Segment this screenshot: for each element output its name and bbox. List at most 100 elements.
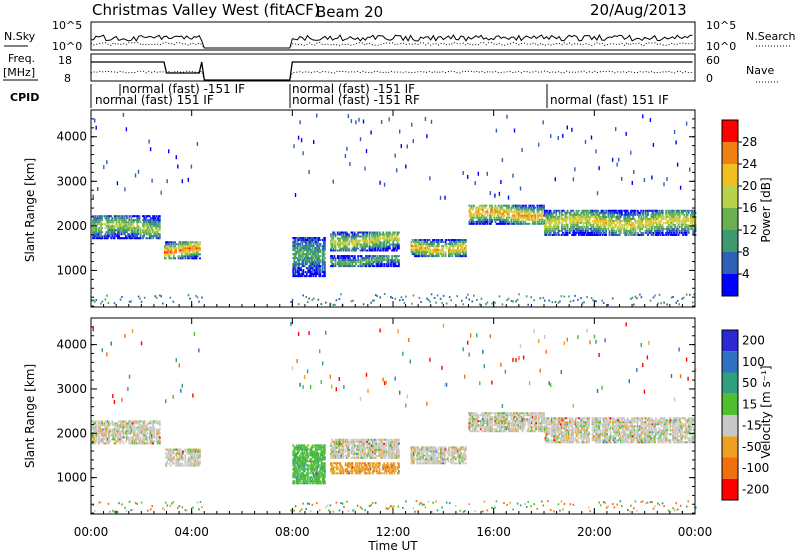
echo-cell — [581, 211, 584, 214]
noise-cell — [402, 298, 404, 301]
echo-cell — [424, 253, 426, 256]
echo-cell — [342, 265, 345, 268]
echo-cell — [423, 251, 425, 254]
echo-cell — [651, 209, 654, 212]
echo-cell — [672, 213, 674, 216]
echo-cell — [129, 430, 132, 433]
date-label: 20/Aug/2013 — [590, 1, 687, 19]
echo-cell — [324, 243, 326, 245]
echo-cell — [112, 434, 115, 437]
echo-cell — [378, 261, 381, 264]
echo-cell — [100, 231, 102, 234]
echo-cell — [496, 206, 499, 209]
echo-cell — [668, 215, 671, 218]
noise-cell — [149, 147, 152, 152]
echo-cell — [155, 225, 158, 228]
echo-cell — [296, 464, 299, 467]
echo-cell — [369, 261, 372, 264]
echo-cell — [591, 209, 594, 212]
echo-cell — [549, 219, 552, 222]
echo-cell — [309, 249, 312, 252]
echo-cell — [598, 219, 601, 222]
echo-cell — [364, 241, 366, 244]
echo-cell — [669, 233, 672, 236]
echo-cell — [155, 436, 158, 439]
echo-cell — [692, 213, 695, 216]
noise-cell — [313, 297, 315, 300]
echo-cell — [108, 440, 110, 443]
echo-cell — [677, 233, 680, 236]
echo-cell — [601, 227, 604, 230]
echo-cell — [610, 233, 613, 236]
echo-cell — [398, 263, 400, 266]
echo-cell — [378, 231, 381, 234]
echo-cell — [351, 263, 354, 266]
echo-cell — [636, 231, 639, 234]
echo-cell — [520, 208, 523, 211]
echo-cell — [295, 243, 298, 245]
echo-cell — [667, 219, 670, 222]
echo-cell — [627, 213, 630, 216]
echo-cell — [103, 432, 106, 435]
noise-cell — [358, 117, 360, 122]
echo-cell — [599, 223, 602, 226]
echo-cell — [301, 452, 304, 455]
echo-cell — [458, 249, 460, 252]
echo-cell — [645, 219, 648, 222]
echo-cell — [302, 478, 305, 481]
echo-cell — [520, 222, 523, 225]
noise-cell — [476, 299, 478, 301]
echo-cell — [449, 249, 451, 252]
echo-cell — [528, 206, 531, 209]
echo-cell — [142, 442, 144, 445]
echo-cell — [564, 229, 567, 232]
echo-cell — [188, 257, 191, 260]
echo-cell — [396, 237, 399, 240]
noise-cell — [621, 176, 623, 181]
echo-cell — [149, 420, 152, 423]
echo-cell — [342, 249, 345, 252]
echo-cell — [432, 255, 434, 258]
echo-cell — [137, 231, 140, 234]
echo-cell — [365, 243, 367, 246]
echo-cell — [693, 223, 696, 226]
noise-cell — [657, 302, 659, 305]
echo-cell — [183, 255, 185, 258]
echo-cell — [187, 450, 190, 453]
echo-cell — [190, 448, 192, 451]
echo-cell — [553, 223, 555, 226]
echo-cell — [310, 257, 313, 260]
echo-cell — [387, 255, 390, 258]
echo-cell — [309, 275, 312, 278]
echo-cell — [319, 249, 322, 252]
echo-cell — [556, 223, 559, 226]
echo-cell — [176, 452, 179, 455]
echo-cell — [655, 215, 657, 218]
echo-cell — [658, 221, 661, 224]
echo-cell — [106, 420, 109, 423]
echo-cell — [101, 227, 103, 230]
echo-cell — [105, 221, 108, 224]
echo-cell — [554, 221, 556, 224]
echo-cell — [501, 218, 504, 221]
echo-cell — [458, 239, 460, 241]
echo-cell — [143, 424, 145, 427]
echo-cell — [623, 231, 626, 234]
echo-cell — [302, 261, 305, 264]
echo-cell — [687, 211, 690, 214]
echo-cell — [332, 259, 335, 262]
echo-cell — [324, 245, 326, 247]
echo-cell — [195, 249, 198, 252]
echo-cell — [313, 259, 316, 262]
echo-cell — [690, 227, 692, 230]
echo-cell — [381, 255, 383, 258]
echo-cell — [294, 448, 297, 451]
echo-cell — [600, 211, 603, 214]
echo-cell — [345, 231, 348, 234]
echo-cell — [563, 223, 566, 226]
echo-cell — [384, 249, 387, 252]
echo-cell — [418, 241, 421, 243]
echo-cell — [424, 255, 426, 258]
echo-cell — [381, 261, 383, 264]
echo-cell — [395, 265, 398, 268]
